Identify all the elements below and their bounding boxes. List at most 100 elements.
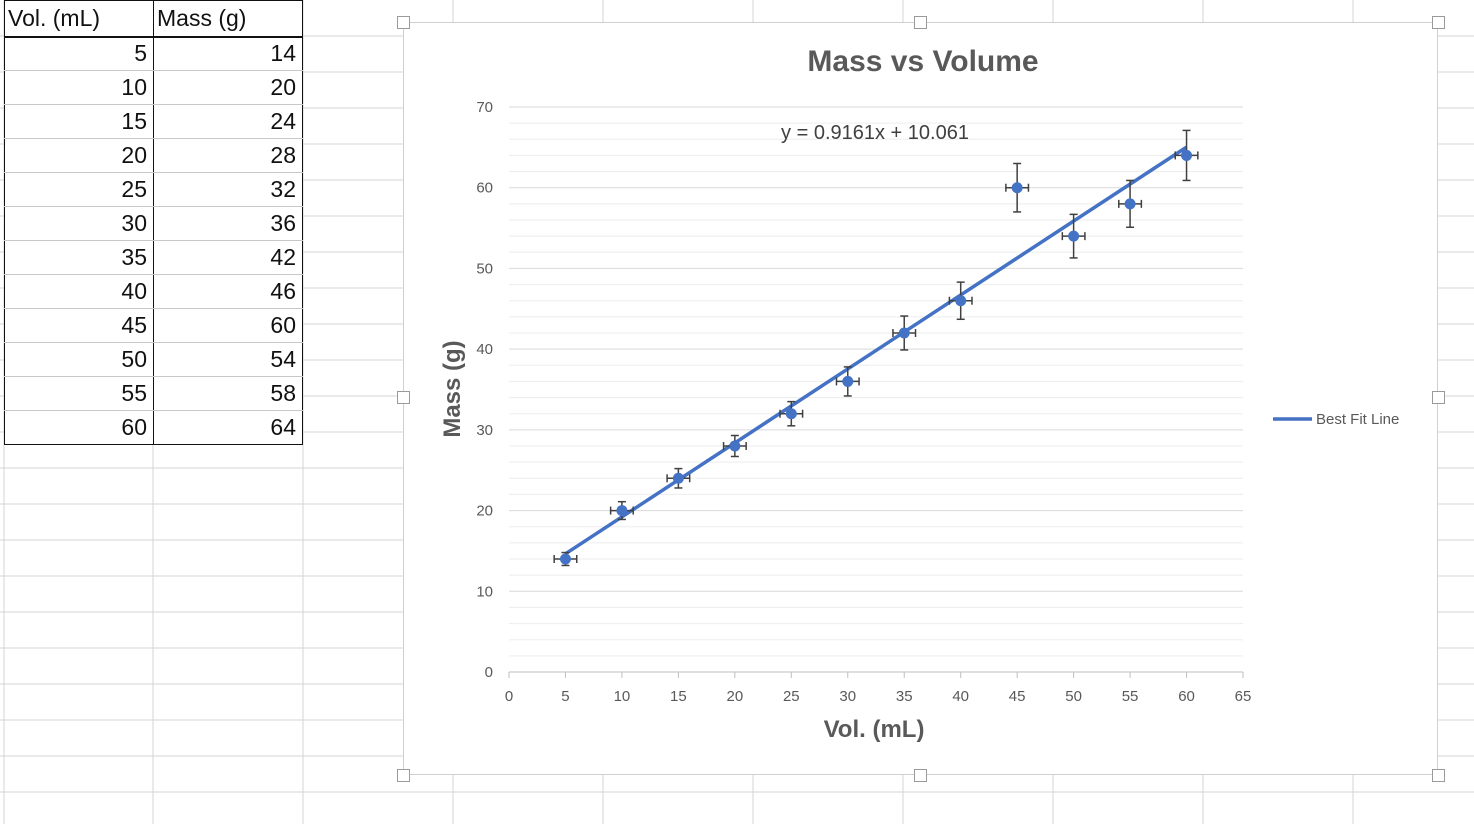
y-tick-label: 40	[476, 341, 493, 358]
volume-cell[interactable]: 60	[4, 410, 154, 445]
table-row: 25 32	[4, 172, 303, 207]
x-tick-label: 0	[505, 688, 513, 705]
data-point-group	[835, 366, 860, 397]
data-point-group	[1174, 129, 1199, 182]
table-row: 5 14	[4, 36, 303, 71]
mass-cell[interactable]: 46	[153, 274, 303, 309]
table-row: 50 54	[4, 342, 303, 377]
volume-cell[interactable]: 5	[4, 36, 154, 71]
data-point-group	[948, 281, 973, 321]
table-row: 60 64	[4, 410, 303, 445]
volume-cell[interactable]: 40	[4, 274, 154, 309]
resize-handle[interactable]	[1432, 769, 1445, 782]
x-tick-label: 45	[1009, 688, 1026, 705]
data-point[interactable]	[1181, 149, 1193, 161]
x-axis-label: Vol. (mL)	[824, 716, 925, 743]
data-point[interactable]	[1068, 230, 1080, 242]
data-point[interactable]	[842, 375, 854, 387]
volume-cell[interactable]: 25	[4, 172, 154, 207]
mass-cell[interactable]: 24	[153, 104, 303, 139]
x-tick-label: 65	[1235, 688, 1252, 705]
data-point-group	[892, 315, 917, 351]
y-tick-label: 70	[476, 99, 493, 116]
x-tick-label: 25	[783, 688, 800, 705]
data-point-group	[1005, 162, 1030, 213]
mass-cell[interactable]: 32	[153, 172, 303, 207]
table-row: 15 24	[4, 104, 303, 139]
chart-area[interactable]: 0 10 20 30 40 50 60 70 0 5 10 15 20 25 30 35 40 45 50 55 60 6…	[403, 22, 1438, 775]
mass-cell[interactable]: 58	[153, 376, 303, 411]
volume-cell[interactable]: 20	[4, 138, 154, 173]
data-point[interactable]	[672, 472, 684, 484]
mass-cell[interactable]: 36	[153, 206, 303, 241]
table-row: 40 46	[4, 274, 303, 309]
data-point-group	[1061, 213, 1086, 259]
x-tick-label: 20	[727, 688, 744, 705]
y-tick-label: 0	[485, 664, 493, 681]
data-point[interactable]	[785, 408, 797, 420]
data-point[interactable]	[729, 440, 741, 452]
table-row: 30 36	[4, 206, 303, 241]
y-tick-label: 20	[476, 503, 493, 520]
data-table: Vol. (mL) Mass (g) 5 14 10 20 15 24 20 28 25 32 30 36…	[4, 0, 303, 445]
data-point-group	[722, 434, 747, 458]
chart-title: Mass vs Volume	[807, 45, 1038, 78]
x-tick-label: 15	[670, 688, 687, 705]
data-point-group	[553, 551, 578, 567]
y-tick-label: 30	[476, 422, 493, 439]
volume-cell[interactable]: 55	[4, 376, 154, 411]
volume-cell[interactable]: 45	[4, 308, 154, 343]
table-row: 45 60	[4, 308, 303, 343]
volume-cell[interactable]: 35	[4, 240, 154, 275]
table-row: 35 42	[4, 240, 303, 275]
volume-cell[interactable]: 50	[4, 342, 154, 377]
mass-cell[interactable]: 14	[153, 36, 303, 71]
y-axis-label: Mass (g)	[439, 340, 466, 437]
mass-cell[interactable]: 28	[153, 138, 303, 173]
table-row: 55 58	[4, 376, 303, 411]
best-fit-line	[564, 145, 1188, 556]
data-point[interactable]	[1124, 198, 1136, 210]
resize-handle[interactable]	[914, 16, 927, 29]
x-tick-label: 55	[1122, 688, 1139, 705]
y-tick-label: 10	[476, 583, 493, 600]
data-point[interactable]	[559, 553, 571, 565]
volume-cell[interactable]: 15	[4, 104, 154, 139]
mass-cell[interactable]: 42	[153, 240, 303, 275]
mass-cell[interactable]: 60	[153, 308, 303, 343]
mass-cell[interactable]: 20	[153, 70, 303, 105]
chart-svg: 0 10 20 30 40 50 60 70 0 5 10 15 20 25 30 35 40 45 50 55 60 6…	[439, 45, 1399, 743]
table-row: 10 20	[4, 70, 303, 105]
x-tick-label: 50	[1065, 688, 1082, 705]
resize-handle[interactable]	[914, 769, 927, 782]
resize-handle[interactable]	[397, 16, 410, 29]
x-tick-label: 40	[952, 688, 969, 705]
y-tick-label: 50	[476, 260, 493, 277]
x-tick-label: 30	[839, 688, 856, 705]
data-point[interactable]	[955, 295, 967, 307]
table-header-cell[interactable]: Mass (g)	[153, 0, 303, 38]
data-point-group	[666, 467, 691, 489]
resize-handle[interactable]	[397, 391, 410, 404]
data-point-group	[779, 400, 804, 427]
x-tick-label: 10	[614, 688, 631, 705]
data-point[interactable]	[1011, 182, 1023, 194]
volume-cell[interactable]: 30	[4, 206, 154, 241]
data-point[interactable]	[616, 505, 628, 517]
x-tick-label: 60	[1178, 688, 1195, 705]
mass-cell[interactable]: 64	[153, 410, 303, 445]
x-tick-label: 35	[896, 688, 913, 705]
mass-cell[interactable]: 54	[153, 342, 303, 377]
resize-handle[interactable]	[1432, 391, 1445, 404]
volume-cell[interactable]: 10	[4, 70, 154, 105]
y-tick-label: 60	[476, 180, 493, 197]
data-point[interactable]	[898, 327, 910, 339]
table-header-cell[interactable]: Vol. (mL)	[4, 0, 154, 38]
resize-handle[interactable]	[397, 769, 410, 782]
legend-label: Best Fit Line	[1316, 411, 1399, 428]
resize-handle[interactable]	[1432, 16, 1445, 29]
x-tick-label: 5	[561, 688, 569, 705]
data-point-group	[609, 500, 634, 521]
table-row: 20 28	[4, 138, 303, 173]
trendline-equation: y = 0.9161x + 10.061	[781, 122, 969, 144]
